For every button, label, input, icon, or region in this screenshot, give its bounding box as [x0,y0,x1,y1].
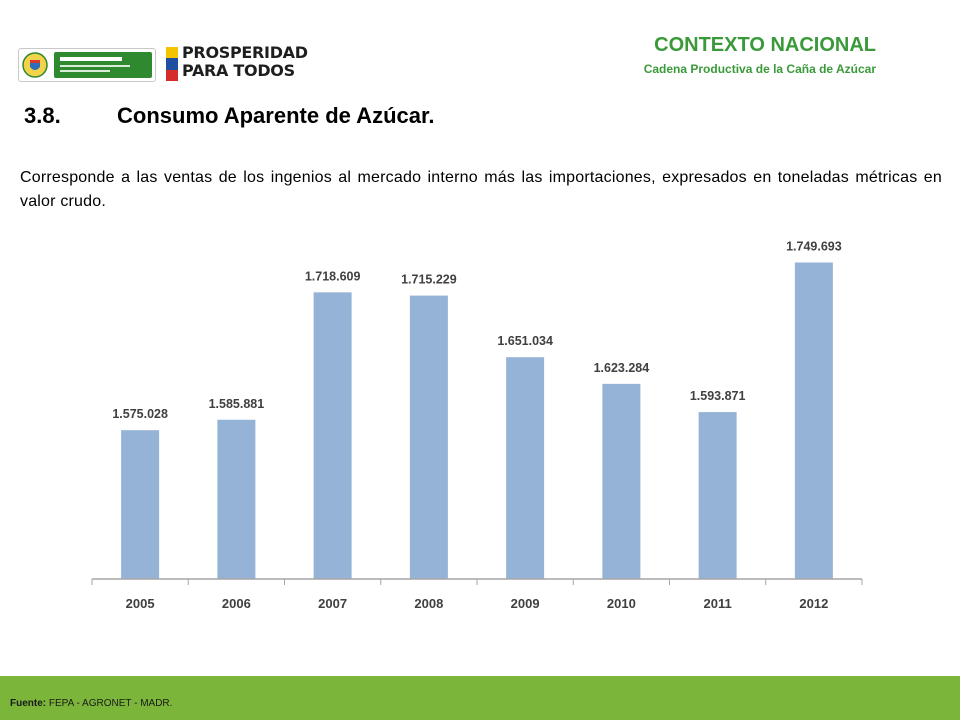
section-number: 3.8. [24,103,61,128]
logo-line-1: PROSPERIDAD [182,43,308,62]
x-tick-label-2008: 2008 [414,596,443,611]
minagricultura-logo [18,48,156,82]
source-label: Fuente: [10,698,47,709]
data-label-2011: 1.593.871 [690,389,746,403]
data-label-2010: 1.623.284 [594,361,650,375]
data-label-2008: 1.715.229 [401,273,457,287]
prosperidad-logo-text: PROSPERIDAD PARA TODOS [182,44,316,80]
colombia-flag-stripes [166,47,178,81]
bar-2005 [121,430,160,579]
x-tick-label-2011: 2011 [704,596,732,611]
colombia-coat-of-arms-icon [22,52,48,78]
data-label-2006: 1.585.881 [209,397,265,411]
data-label-2012: 1.749.693 [786,239,842,253]
bar-2006 [217,419,256,579]
logo-line-2: PARA TODOS [182,61,295,80]
data-label-2005: 1.575.028 [112,407,168,421]
section-title: Consumo Aparente de Azúcar. [117,103,435,128]
header-logos: PROSPERIDAD PARA TODOS [16,42,316,88]
footer-bar [0,676,960,720]
x-tick-label-2007: 2007 [318,596,347,611]
x-tick-label-2010: 2010 [607,596,636,611]
x-tick-label-2012: 2012 [799,596,828,611]
prosperidad-para-todos-logo: PROSPERIDAD PARA TODOS [166,44,316,84]
intro-paragraph: Corresponde a las ventas de los ingenios… [20,169,942,210]
data-label-2009: 1.651.034 [497,334,553,348]
source-note: Fuente: FEPA - AGRONET - MADR. [10,698,172,709]
minagricultura-badge [54,52,152,78]
x-tick-marks [91,579,863,585]
data-label-2007: 1.718.609 [305,269,361,283]
bar-2010 [602,383,641,579]
x-tick-label-2009: 2009 [511,596,540,611]
source-text: FEPA - AGRONET - MADR. [48,698,173,709]
bars-layer [121,262,833,579]
labels-layer: 1.575.028 2005 1.585.881 2006 1.718.609 2007 1… [112,239,841,611]
bar-2007 [313,292,352,579]
bar-2008 [409,295,448,579]
context-subtitle: Cadena Productiva de la Caña de Azúcar [643,62,876,76]
context-title: CONTEXTO NACIONAL [654,34,876,56]
x-tick-label-2006: 2006 [222,596,251,611]
x-tick-label-2005: 2005 [126,596,155,611]
bar-2011 [698,412,737,579]
bar-2009 [506,357,545,579]
bar-2012 [794,262,833,579]
